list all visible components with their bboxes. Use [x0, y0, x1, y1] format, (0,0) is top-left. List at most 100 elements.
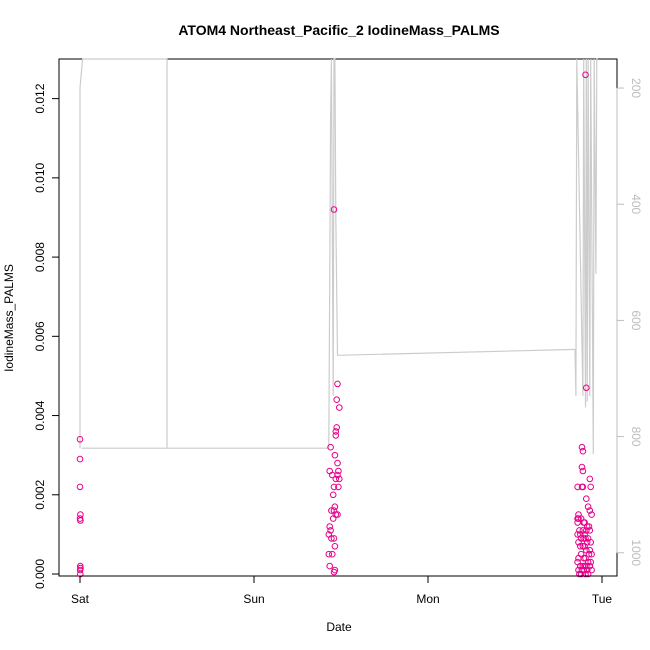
- data-point: [330, 206, 338, 213]
- data-point: [328, 507, 335, 514]
- data-point: [326, 467, 334, 475]
- y-axis-label: IodineMass_PALMS: [2, 264, 16, 372]
- y-axis: 0.000 0.002 0.004 0.006 0.008 0.010 0.012: [33, 83, 60, 589]
- data-point: [332, 475, 340, 483]
- data-point: [581, 531, 588, 538]
- data-point: [326, 523, 334, 530]
- data-point: [327, 443, 334, 451]
- data-point: [76, 483, 84, 491]
- data-point: [334, 459, 341, 467]
- x-tick-label: Sat: [71, 592, 90, 606]
- data-point: [333, 424, 341, 431]
- data-point: [583, 495, 590, 503]
- data-point: [336, 475, 343, 483]
- y-tick-label: 0.012: [33, 83, 47, 113]
- chart-title: ATOM4 Northeast_Pacific_2 IodineMass_PAL…: [178, 22, 499, 38]
- y-tick-label: 0.004: [33, 400, 47, 430]
- y-tick-label: 0.000: [33, 559, 47, 589]
- data-point: [333, 396, 341, 404]
- data-point: [578, 483, 586, 491]
- data-point: [332, 432, 340, 439]
- data-point: [326, 562, 334, 570]
- data-point: [579, 447, 587, 455]
- data-point: [584, 570, 592, 578]
- data-point: [578, 443, 586, 451]
- data-point: [586, 546, 594, 554]
- data-point: [330, 483, 338, 491]
- data-point: [330, 535, 338, 542]
- data-point: [583, 566, 591, 574]
- data-point: [329, 471, 336, 479]
- y-tick-label: 0.010: [33, 163, 47, 193]
- data-point: [576, 570, 583, 578]
- data-point: [336, 404, 343, 411]
- data-point: [77, 562, 84, 570]
- data-point: [584, 503, 592, 511]
- data-point: [580, 554, 588, 562]
- data-point: [588, 511, 595, 518]
- data-point: [581, 543, 588, 550]
- x-tick-label: Tue: [592, 592, 613, 606]
- data-point: [586, 527, 594, 534]
- data-point: [329, 515, 337, 522]
- data-point: [330, 568, 338, 576]
- data-point: [76, 436, 84, 443]
- y-tick-label: 0.006: [33, 321, 47, 351]
- data-point: [578, 463, 586, 471]
- data-point: [329, 550, 336, 558]
- data-point: [335, 467, 342, 475]
- data-point: [576, 527, 583, 534]
- data-point: [588, 566, 595, 574]
- data-point: [586, 507, 594, 514]
- data-point: [327, 527, 334, 534]
- x-axis: Sat Sun Mon Tue: [71, 575, 613, 606]
- data-point: [585, 550, 593, 558]
- y-tick-label: 0.008: [33, 242, 47, 272]
- data-point: [588, 550, 595, 558]
- data-point: [332, 428, 340, 435]
- data-point: [577, 531, 584, 538]
- data-point: [583, 384, 590, 392]
- data-point: [334, 380, 341, 388]
- data-point: [584, 558, 592, 566]
- data-point: [580, 535, 588, 542]
- data-point: [587, 539, 595, 546]
- data-point: [77, 517, 84, 524]
- right-axis: 200 400 600 800 1000: [616, 78, 643, 566]
- data-point: [331, 543, 339, 550]
- right-tick-label: 400: [629, 194, 643, 214]
- data-point: [575, 539, 582, 546]
- data-point: [330, 507, 338, 514]
- plot-area-frame: [58, 58, 618, 577]
- data-point: [328, 535, 335, 542]
- data-point: [582, 71, 589, 79]
- data-point: [587, 483, 595, 491]
- data-point: [577, 562, 584, 570]
- data-points-layer: [76, 71, 595, 578]
- data-point: [582, 535, 589, 542]
- data-point: [574, 531, 581, 538]
- data-point: [325, 550, 333, 558]
- data-point: [76, 566, 84, 574]
- data-point: [583, 527, 590, 534]
- altitude-line-layer: [79, 58, 598, 455]
- right-tick-label: 800: [629, 427, 643, 447]
- data-point: [76, 455, 84, 463]
- data-point: [574, 519, 581, 526]
- data-point: [579, 467, 587, 475]
- y-tick-label: 0.002: [33, 479, 47, 509]
- data-point: [574, 558, 581, 566]
- data-point: [575, 515, 582, 522]
- x-tick-label: Mon: [416, 592, 439, 606]
- x-axis-label: Date: [326, 620, 352, 634]
- data-point: [587, 558, 595, 566]
- data-point: [586, 475, 594, 483]
- data-point: [331, 503, 339, 511]
- altitude-line: [79, 58, 598, 455]
- right-tick-label: 600: [629, 310, 643, 330]
- data-point: [335, 483, 342, 491]
- right-tick-label: 200: [629, 78, 643, 98]
- data-point: [329, 491, 337, 499]
- x-tick-label: Sun: [243, 592, 264, 606]
